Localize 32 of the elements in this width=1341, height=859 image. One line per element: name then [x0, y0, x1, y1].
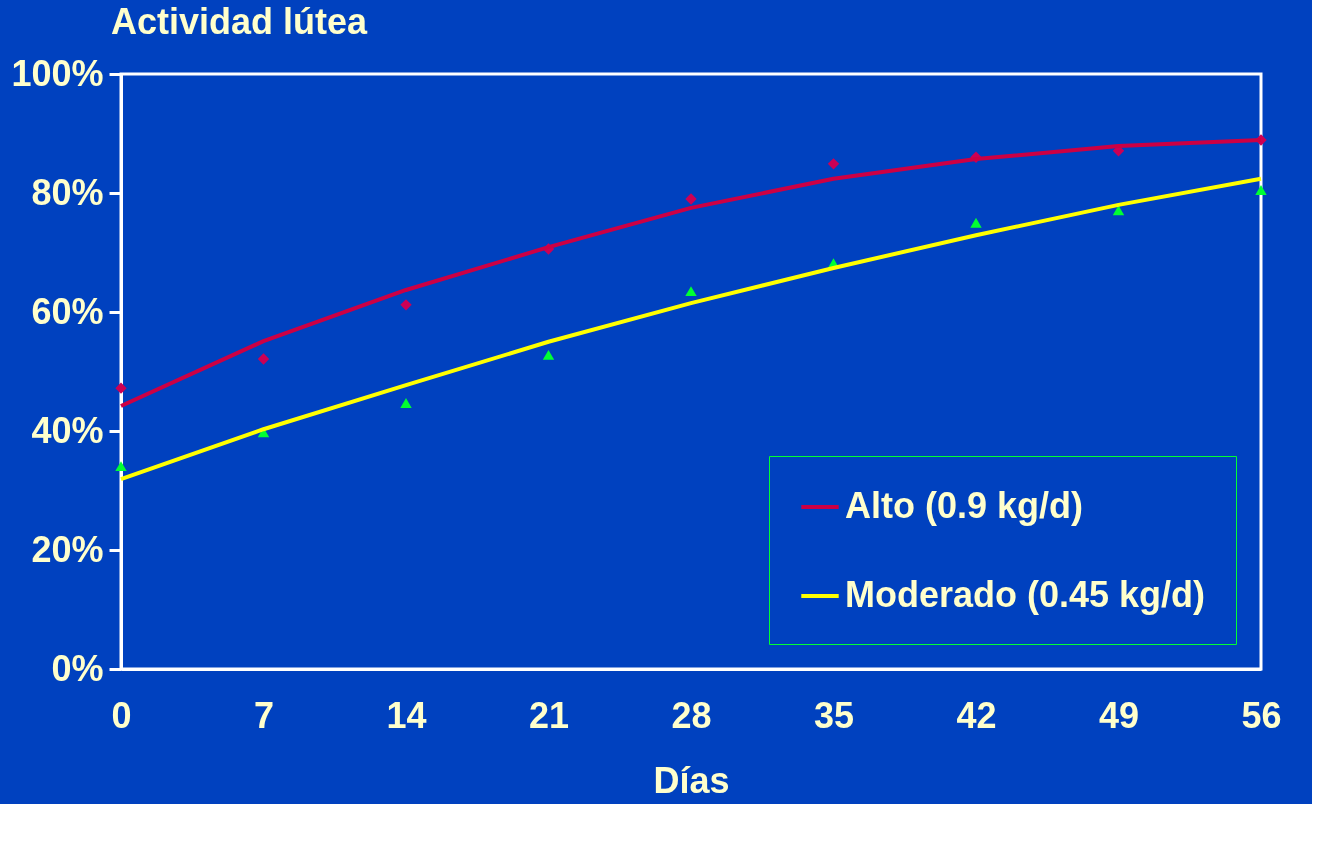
- x-tick-label: 21: [528, 694, 570, 736]
- chart-title: Actividad lútea: [111, 1, 369, 42]
- line-series: [119, 176, 1263, 482]
- point: [1112, 205, 1125, 216]
- y-tick-label: 0%: [51, 647, 104, 689]
- y-tick-label: 60%: [31, 290, 104, 332]
- x-axis-title: Días: [653, 759, 730, 801]
- point: [115, 382, 127, 394]
- x-tick-label: 35: [813, 694, 855, 736]
- y-tick-label: 100%: [11, 52, 104, 94]
- x-tick-label: 42: [956, 694, 997, 736]
- y-tick-label: 40%: [31, 409, 104, 451]
- y-tick-label: 80%: [31, 171, 104, 213]
- point: [257, 353, 270, 365]
- x-tick-label: 0: [111, 694, 132, 736]
- point: [400, 398, 412, 408]
- x-tick-label: 49: [1098, 694, 1140, 736]
- point: [400, 299, 412, 311]
- legend-label: Moderado (0.45 kg/d): [845, 574, 1206, 615]
- y-tick-label: 20%: [31, 528, 104, 570]
- x-tick-label: 28: [671, 694, 712, 736]
- point: [115, 461, 127, 472]
- point: [1255, 185, 1267, 195]
- legend-label: Alto (0.9 kg/d): [845, 485, 1084, 526]
- x-tick-label: 56: [1241, 694, 1282, 736]
- point: [827, 158, 840, 170]
- point: [542, 349, 555, 360]
- point: [685, 193, 697, 205]
- x-tick-label: 7: [253, 694, 275, 736]
- point: [685, 286, 697, 297]
- x-tick-label: 14: [386, 694, 427, 736]
- point: [970, 217, 982, 228]
